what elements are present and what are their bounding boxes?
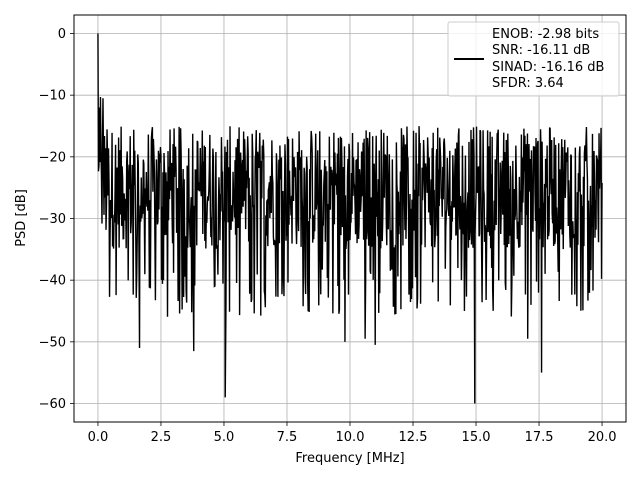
psd-series-line (97, 33, 603, 404)
y-tick-label: 0 (58, 27, 66, 42)
x-axis-ticks: 0.0 2.5 5.0 7.5 10.0 12.5 15.0 17.5 20.0 (88, 422, 617, 445)
legend-entry-sfdr: SFDR: 3.64 (492, 76, 564, 91)
series-layer (97, 33, 603, 404)
y-tick-label: −50 (39, 335, 66, 350)
y-tick-label: −40 (39, 274, 66, 289)
x-tick-label: 12.5 (399, 430, 428, 445)
legend-entry-sinad: SINAD: -16.16 dB (492, 60, 604, 75)
x-tick-label: 10.0 (336, 430, 365, 445)
x-tick-label: 17.5 (525, 430, 554, 445)
y-tick-label: −10 (39, 89, 66, 104)
y-axis-ticks: 0 −10 −20 −30 −40 −50 −60 (39, 27, 74, 412)
y-tick-label: −30 (39, 212, 66, 227)
x-tick-label: 20.0 (588, 430, 617, 445)
x-tick-label: 5.0 (214, 430, 235, 445)
y-tick-label: −60 (39, 397, 66, 412)
x-tick-label: 7.5 (277, 430, 298, 445)
x-tick-label: 2.5 (151, 430, 172, 445)
x-tick-label: 0.0 (88, 430, 109, 445)
x-axis-label: Frequency [MHz] (295, 451, 404, 466)
legend: ENOB: -2.98 bits SNR: -16.11 dB SINAD: -… (447, 21, 620, 97)
legend-entry-enob: ENOB: -2.98 bits (492, 27, 599, 42)
x-tick-label: 15.0 (462, 430, 491, 445)
y-tick-label: −20 (39, 150, 66, 165)
legend-entry-snr: SNR: -16.11 dB (492, 43, 590, 58)
legend-box (447, 21, 620, 97)
y-axis-label: PSD [dB] (14, 189, 29, 247)
